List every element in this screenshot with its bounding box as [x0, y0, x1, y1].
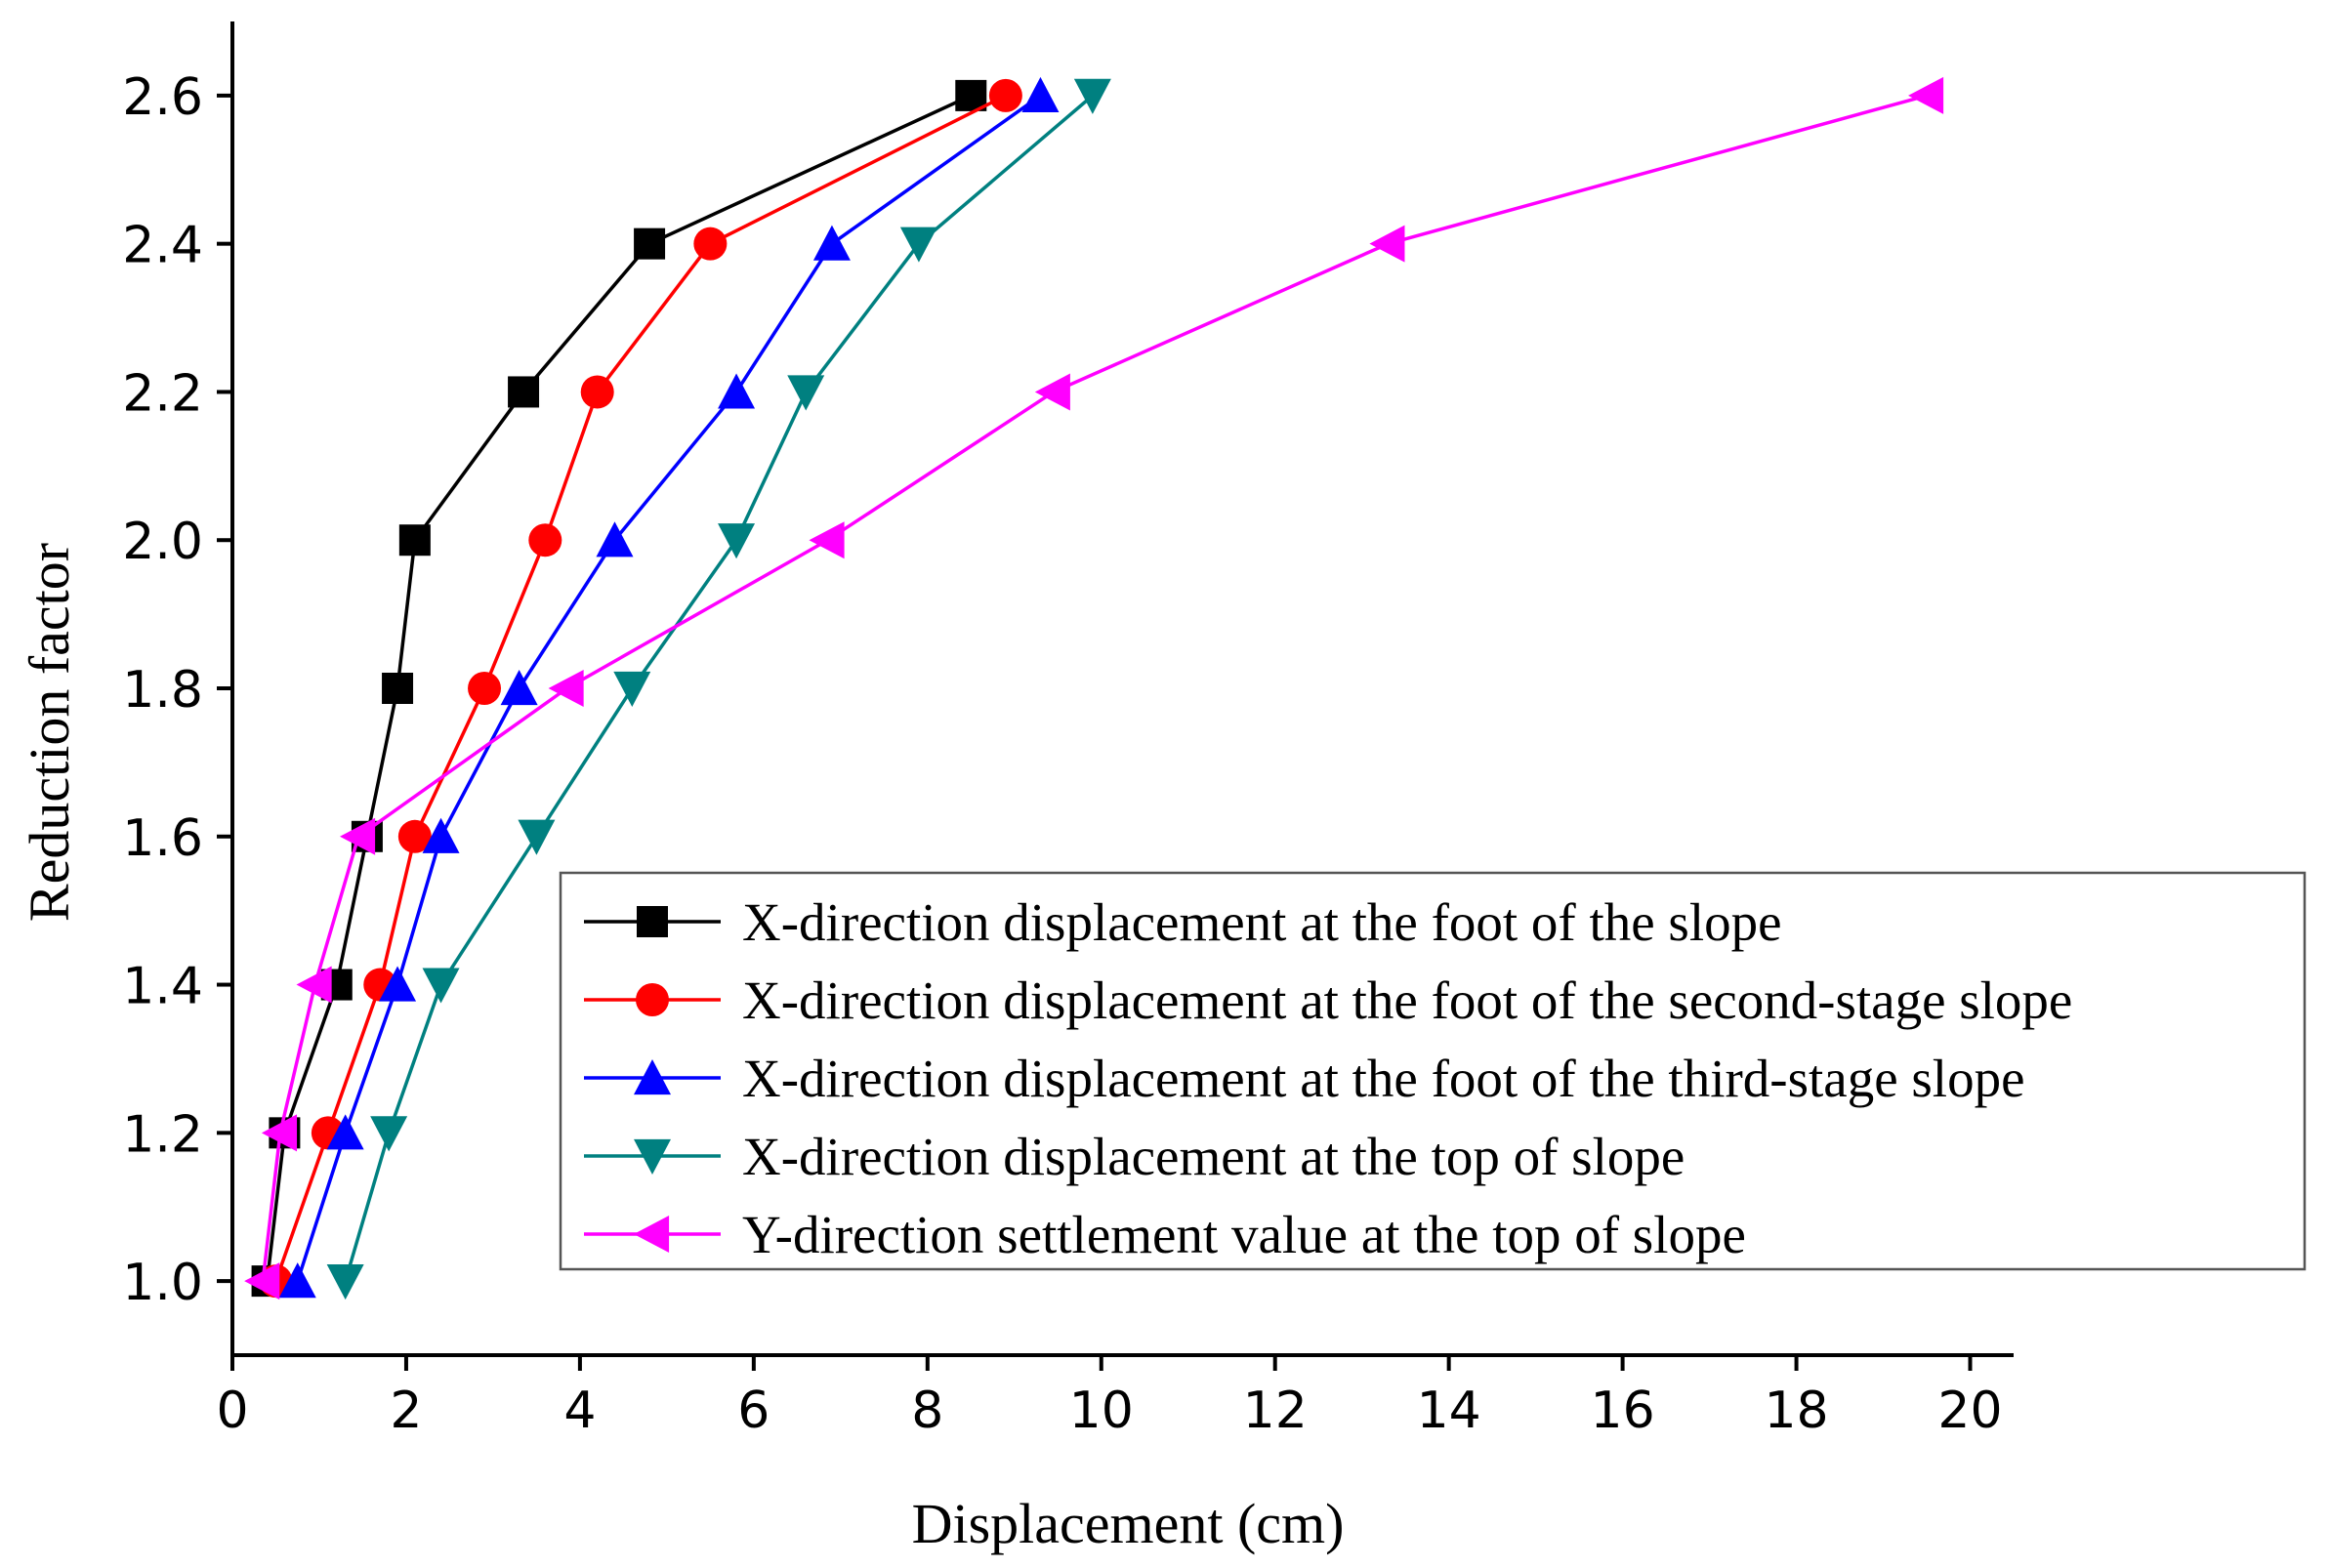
marker-triangle-left	[340, 817, 376, 855]
marker-triangle-up	[718, 373, 756, 409]
marker-triangle-left	[1034, 373, 1070, 411]
x-tick-label: 20	[1937, 1382, 2002, 1440]
legend-entry: X-direction displacement at the top of s…	[584, 1127, 1685, 1186]
marker-triangle-left	[809, 521, 845, 559]
legend-entry: Y-direction settlement value at the top …	[584, 1205, 1746, 1264]
legend-label: X-direction displacement at the foot of …	[742, 1049, 2024, 1108]
x-tick-label: 0	[216, 1382, 248, 1440]
marker-triangle-up	[326, 1114, 364, 1150]
marker-circle	[693, 227, 728, 261]
x-axis-title: Displacement (cm)	[912, 1492, 1345, 1555]
marker-triangle-up	[1021, 76, 1060, 112]
marker-triangle-up	[422, 817, 460, 853]
legend-box	[559, 871, 2307, 1271]
marker-circle	[468, 672, 502, 705]
legend-label: X-direction displacement at the top of s…	[742, 1127, 1685, 1186]
series-5	[244, 76, 1944, 1300]
series-2	[259, 78, 1022, 1299]
marker-square	[398, 524, 431, 557]
y-tick-label: 1.8	[122, 661, 203, 720]
marker-triangle-up	[500, 670, 538, 706]
y-tick-label: 1.4	[122, 958, 203, 1016]
marker-triangle-down	[422, 968, 460, 1004]
legend: X-direction displacement at the foot of …	[559, 871, 2307, 1271]
marker-circle	[397, 819, 432, 853]
x-tick-label: 6	[737, 1382, 770, 1440]
marker-square	[637, 906, 668, 937]
x-tick-label: 14	[1417, 1382, 1481, 1440]
x-tick-label: 18	[1764, 1382, 1828, 1440]
marker-triangle-down	[899, 227, 937, 263]
plot-series	[244, 76, 1944, 1300]
marker-triangle-left	[1369, 225, 1405, 263]
marker-circle	[580, 375, 614, 409]
marker-square	[382, 673, 414, 704]
marker-triangle-down	[1073, 78, 1111, 114]
x-tick-label: 2	[390, 1382, 422, 1440]
marker-triangle-up	[379, 966, 417, 1002]
legend-label: X-direction displacement at the foot of …	[742, 892, 1782, 952]
marker-triangle-down	[634, 1138, 671, 1175]
y-axis-title: Reduction factor	[18, 543, 81, 922]
x-tick-label: 12	[1243, 1382, 1308, 1440]
marker-triangle-left	[1908, 76, 1944, 114]
x-tick-label: 10	[1069, 1382, 1134, 1440]
y-tick-label: 1.2	[122, 1105, 203, 1164]
legend-entry: X-direction displacement at the foot of …	[584, 970, 2072, 1030]
marker-triangle-up	[278, 1262, 316, 1299]
marker-square	[508, 376, 540, 408]
legend-entry: X-direction displacement at the foot of …	[584, 892, 1782, 952]
marker-triangle-left	[548, 670, 584, 707]
legend-label: X-direction displacement at the foot of …	[742, 970, 2072, 1030]
axes: 0 2 4 6 8 10 12 14 16 18 20 1.0 1.2 1.4 1.6 1.8 2.0 2.2 2.…	[122, 21, 2014, 1440]
x-tick-label: 8	[911, 1382, 943, 1440]
marker-triangle-down	[613, 671, 651, 707]
marker-circle	[528, 523, 562, 557]
marker-circle	[988, 78, 1022, 112]
x-tick-label: 16	[1591, 1382, 1655, 1440]
marker-triangle-down	[326, 1264, 364, 1300]
y-tick-label: 2.0	[122, 513, 203, 571]
marker-triangle-left	[244, 1262, 280, 1300]
marker-triangle-up	[596, 521, 634, 557]
series-3	[278, 76, 1060, 1299]
x-tick-label: 4	[563, 1382, 596, 1440]
y-tick-label: 2.4	[122, 217, 203, 275]
y-tick-label: 2.2	[122, 364, 203, 423]
marker-triangle-left	[296, 966, 332, 1004]
marker-triangle-up	[634, 1059, 671, 1095]
y-tick-label: 1.0	[122, 1254, 203, 1312]
marker-triangle-down	[718, 523, 756, 559]
marker-square	[634, 227, 666, 260]
marker-triangle-down	[370, 1116, 408, 1152]
marker-triangle-left	[261, 1114, 298, 1152]
marker-circle	[636, 983, 669, 1016]
marker-triangle-left	[634, 1216, 670, 1253]
y-tick-label: 1.6	[122, 809, 203, 868]
legend-label: Y-direction settlement value at the top …	[742, 1205, 1746, 1264]
series-4	[326, 78, 1111, 1300]
marker-triangle-down	[787, 375, 825, 411]
y-tick-label: 2.6	[122, 68, 203, 127]
marker-triangle-up	[812, 225, 851, 261]
marker-triangle-down	[518, 819, 556, 855]
legend-entry: X-direction displacement at the foot of …	[584, 1049, 2024, 1108]
